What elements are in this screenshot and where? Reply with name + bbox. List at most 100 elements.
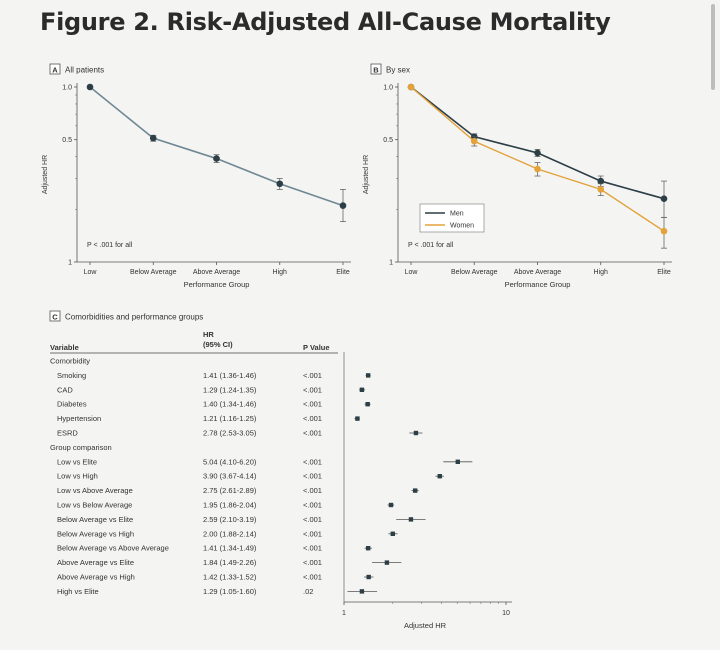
panel-letter: A (52, 65, 58, 74)
table-row-hr: 1.41 (1.36-1.46) (203, 371, 257, 380)
forest-point (359, 387, 365, 392)
table-row-p: <.001 (303, 544, 322, 553)
x-tick-label: Below Average (451, 269, 498, 276)
table-row-hr: 1.42 (1.33-1.52) (203, 573, 257, 582)
table-row-label: High vs Elite (57, 587, 99, 596)
forest-point (365, 402, 370, 407)
x-tick-label: Elite (657, 269, 671, 276)
panel-title: By sex (386, 65, 410, 74)
scrollbar[interactable] (711, 4, 715, 90)
legend-box (419, 203, 485, 233)
table-row-p: <.001 (303, 515, 322, 524)
table-row-hr: 1.40 (1.34-1.46) (203, 400, 257, 409)
forest-x-tick-label: 10 (502, 610, 510, 617)
table-row-p: <.001 (303, 429, 322, 438)
table-row-label: CAD (57, 385, 73, 394)
x-tick-label: Low (405, 269, 419, 276)
y-tick-label: 1.0 (383, 85, 393, 92)
data-point (470, 137, 478, 145)
x-tick-label: High (594, 269, 609, 276)
table-row-label: Smoking (57, 371, 86, 380)
y-axis-label: Adjusted HR (42, 155, 49, 194)
table-row-hr: 1.29 (1.05-1.60) (203, 587, 257, 596)
table-row-label: Low vs High (57, 472, 98, 481)
forest-x-axis-label: Adjusted HR (404, 621, 447, 630)
table-row-hr: 2.00 (1.88-2.14) (203, 529, 257, 538)
column-header-hr: HR (203, 330, 214, 339)
table-row-hr: 2.78 (2.53-3.05) (203, 429, 257, 438)
table-row-label: Low vs Below Average (57, 501, 132, 510)
data-point (597, 177, 605, 185)
x-axis-label: Performance Group (184, 280, 250, 289)
forest-point (384, 560, 390, 565)
table-row-hr: 1.29 (1.24-1.35) (203, 385, 257, 394)
forest-point (359, 589, 365, 594)
x-tick-label: Above Average (193, 269, 240, 276)
table-row-hr: 1.41 (1.34-1.49) (203, 544, 257, 553)
table-row-hr: 2.59 (2.10-3.19) (203, 515, 257, 524)
x-tick-label: Elite (336, 269, 350, 276)
table-row-p: <.001 (303, 501, 322, 510)
table-row-p: <.001 (303, 457, 322, 466)
y-axis-label: Adjusted HR (363, 155, 370, 194)
y-tick-label: 1 (389, 260, 393, 267)
forest-point (365, 546, 371, 551)
data-point (660, 227, 668, 235)
table-row-p: <.001 (303, 472, 322, 481)
forest-point (437, 474, 442, 479)
series-line-men (410, 86, 665, 200)
data-point (534, 149, 541, 157)
forest-point (355, 416, 360, 421)
table-row-label: Below Average vs Elite (57, 515, 133, 524)
table-row-hr: 1.95 (1.86-2.04) (203, 501, 257, 510)
table-group-header: Group comparison (50, 443, 112, 452)
panel-badge (49, 63, 61, 75)
table-row-label: Above Average vs Elite (57, 558, 134, 567)
table-row-p: <.001 (303, 558, 322, 567)
forest-point (413, 430, 419, 436)
forest-point (390, 531, 395, 536)
table-row-label: Below Average vs High (57, 529, 134, 538)
x-tick-label: High (273, 269, 288, 276)
panel-letter: C (52, 312, 58, 321)
p-value-annotation: P < .001 for all (87, 242, 133, 249)
forest-point (365, 373, 371, 378)
forest-x-tick-label: 1 (342, 610, 346, 617)
panel-badge (370, 63, 382, 75)
forest-point (412, 488, 418, 493)
column-header-p: P Value (303, 343, 330, 352)
data-point (534, 165, 541, 173)
legend-label: Men (450, 211, 464, 218)
table-row-p: <.001 (303, 414, 322, 423)
x-axis-label: Performance Group (505, 280, 571, 289)
forest-point (455, 459, 460, 464)
p-value-annotation: P < .001 for all (408, 242, 454, 249)
data-point (276, 180, 284, 188)
data-point (597, 186, 605, 193)
table-row-hr: 2.75 (2.61-2.89) (203, 486, 257, 495)
legend-label: Women (450, 223, 474, 230)
table-row-hr: 1.84 (1.49-2.26) (203, 558, 257, 567)
table-row-p: <.001 (303, 371, 322, 380)
y-tick-label: 1.0 (62, 85, 72, 92)
table-row-p: <.001 (303, 385, 322, 394)
table-row-label: Below Average vs Above Average (57, 544, 169, 553)
panel-badge (49, 310, 61, 322)
data-point (86, 83, 94, 91)
table-row-label: Low vs Above Average (57, 486, 133, 495)
data-point (339, 202, 347, 209)
y-tick-label: 0.5 (62, 137, 72, 144)
data-point (213, 155, 220, 162)
table-row-label: Above Average vs High (57, 573, 135, 582)
table-row-hr: 1.21 (1.16-1.25) (203, 414, 257, 423)
data-point (149, 134, 157, 142)
x-tick-label: Below Average (130, 269, 177, 276)
table-row-label: ESRD (57, 429, 78, 438)
x-tick-label: Above Average (514, 269, 561, 276)
table-row-p: <.001 (303, 400, 322, 409)
table-row-p: <.001 (303, 529, 322, 538)
column-header-variable: Variable (50, 343, 79, 352)
table-row-p: <.001 (303, 573, 322, 582)
forest-point (408, 517, 414, 522)
